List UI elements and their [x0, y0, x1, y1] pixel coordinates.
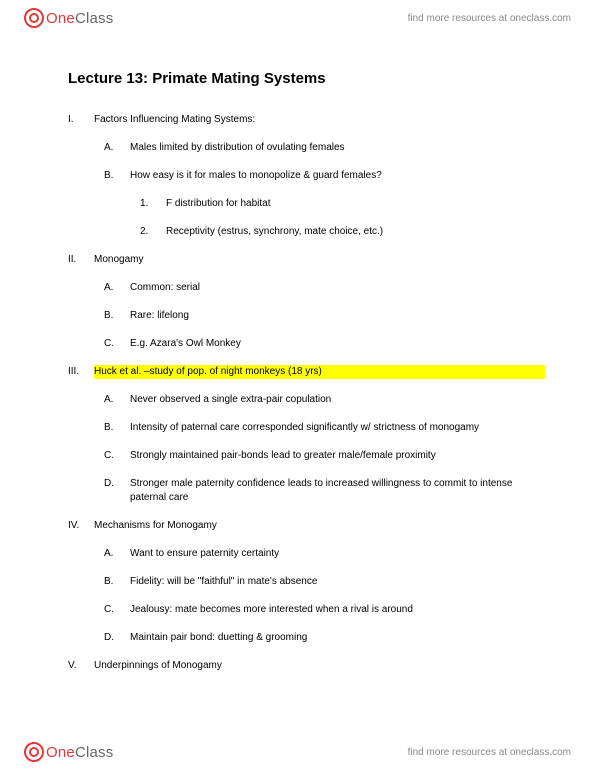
footer-tagline: find more resources at oneclass.com	[408, 747, 571, 758]
outline-marker: 2.	[140, 225, 166, 239]
outline-text: Receptivity (estrus, synchrony, mate cho…	[166, 225, 545, 239]
logo-text: OneClass	[46, 10, 113, 27]
outline-marker: 1.	[140, 197, 166, 211]
outline-marker: I.	[68, 113, 94, 127]
logo-icon	[24, 8, 44, 28]
outline-text: Mechanisms for Monogamy	[94, 519, 545, 533]
outline-item: II.Monogamy	[68, 253, 545, 267]
outline-item: III.Huck et al. –study of pop. of night …	[68, 365, 545, 379]
outline-text: Monogamy	[94, 253, 545, 267]
outline-text: Common: serial	[130, 281, 545, 295]
outline-text: Want to ensure paternity certainty	[130, 547, 545, 561]
outline-marker: V.	[68, 659, 94, 673]
outline-marker: A.	[104, 141, 130, 155]
logo-word-class: Class	[75, 10, 114, 27]
outline-text: Factors Influencing Mating Systems:	[94, 113, 545, 127]
outline-text: Males limited by distribution of ovulati…	[130, 141, 545, 155]
outline-text: Fidelity: will be "faithful" in mate's a…	[130, 575, 545, 589]
logo-text: OneClass	[46, 744, 113, 761]
outline-marker: B.	[104, 169, 130, 183]
brand-logo: OneClass	[24, 8, 113, 28]
outline-text: Rare: lifelong	[130, 309, 545, 323]
logo-word-one: One	[46, 10, 75, 27]
outline-item: C.Strongly maintained pair-bonds lead to…	[104, 449, 545, 463]
page-header: OneClass find more resources at oneclass…	[0, 0, 595, 36]
header-tagline: find more resources at oneclass.com	[408, 13, 571, 24]
outline-text: Maintain pair bond: duetting & grooming	[130, 631, 545, 645]
outline-marker: B.	[104, 309, 130, 323]
outline-marker: C.	[104, 449, 130, 463]
outline-item: B.Intensity of paternal care corresponde…	[104, 421, 545, 435]
outline-marker: II.	[68, 253, 94, 267]
outline-text: Underpinnings of Monogamy	[94, 659, 545, 673]
outline-text: Intensity of paternal care corresponded …	[130, 421, 545, 435]
outline-text: Huck et al. –study of pop. of night monk…	[94, 365, 545, 379]
outline-marker: A.	[104, 281, 130, 295]
outline-marker: A.	[104, 547, 130, 561]
outline-text: F distribution for habitat	[166, 197, 545, 211]
outline-marker: B.	[104, 421, 130, 435]
outline-item: D.Stronger male paternity confidence lea…	[104, 477, 545, 505]
outline-text: Jealousy: mate becomes more interested w…	[130, 603, 545, 617]
outline-item: B.How easy is it for males to monopolize…	[104, 169, 545, 183]
outline-item: C.Jealousy: mate becomes more interested…	[104, 603, 545, 617]
outline-marker: C.	[104, 337, 130, 351]
logo-word-one: One	[46, 744, 75, 761]
brand-logo-footer: OneClass	[24, 742, 113, 762]
outline-text: Strongly maintained pair-bonds lead to g…	[130, 449, 545, 463]
outline-marker: A.	[104, 393, 130, 407]
outline-marker: III.	[68, 365, 94, 379]
logo-word-class: Class	[75, 744, 114, 761]
outline-marker: B.	[104, 575, 130, 589]
outline-item: A.Males limited by distribution of ovula…	[104, 141, 545, 155]
outline-text: Never observed a single extra-pair copul…	[130, 393, 545, 407]
document-title: Lecture 13: Primate Mating Systems	[68, 70, 545, 87]
outline-text: E.g. Azara's Owl Monkey	[130, 337, 545, 351]
outline-item: B.Rare: lifelong	[104, 309, 545, 323]
outline-item: 2.Receptivity (estrus, synchrony, mate c…	[140, 225, 545, 239]
outline-item: 1.F distribution for habitat	[140, 197, 545, 211]
outline-item: D.Maintain pair bond: duetting & groomin…	[104, 631, 545, 645]
outline-text: How easy is it for males to monopolize &…	[130, 169, 545, 183]
outline-item: B.Fidelity: will be "faithful" in mate's…	[104, 575, 545, 589]
outline-marker: D.	[104, 631, 130, 645]
logo-icon	[24, 742, 44, 762]
outline-item: A.Common: serial	[104, 281, 545, 295]
outline-item: A.Want to ensure paternity certainty	[104, 547, 545, 561]
outline-item: V.Underpinnings of Monogamy	[68, 659, 545, 673]
outline-text: Stronger male paternity confidence leads…	[130, 477, 545, 505]
outline-item: A.Never observed a single extra-pair cop…	[104, 393, 545, 407]
outline-item: I.Factors Influencing Mating Systems:	[68, 113, 545, 127]
outline-marker: D.	[104, 477, 130, 505]
outline-item: C.E.g. Azara's Owl Monkey	[104, 337, 545, 351]
page-footer: OneClass find more resources at oneclass…	[0, 734, 595, 770]
document-content: Lecture 13: Primate Mating Systems I.Fac…	[68, 70, 545, 720]
outline-list: I.Factors Influencing Mating Systems:A.M…	[68, 113, 545, 673]
outline-marker: IV.	[68, 519, 94, 533]
outline-item: IV.Mechanisms for Monogamy	[68, 519, 545, 533]
outline-marker: C.	[104, 603, 130, 617]
